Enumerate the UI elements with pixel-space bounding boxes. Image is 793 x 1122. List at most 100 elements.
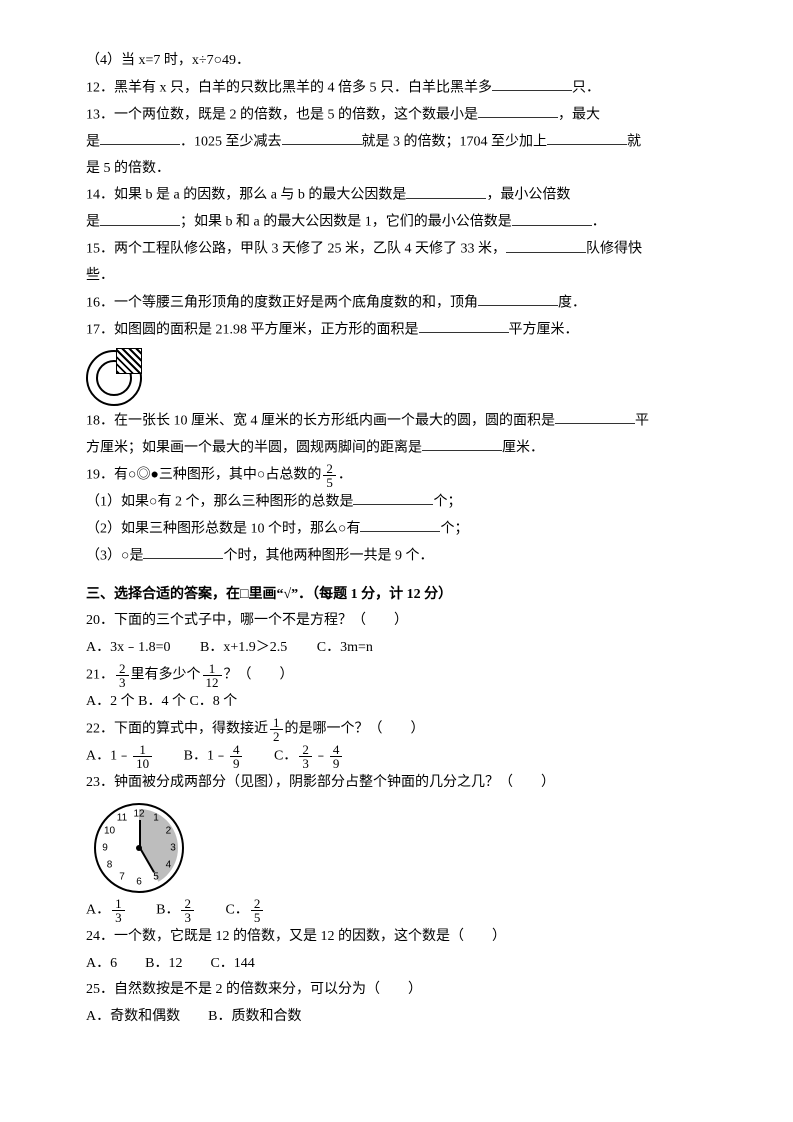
clock-num: 1 xyxy=(153,809,159,828)
q17-square xyxy=(116,348,142,374)
q13a-tail: ，最大 xyxy=(558,107,600,122)
q14b-mid: ；如果 b 和 a 的最大公因数是 1，它们的最小公倍数是 xyxy=(180,215,512,230)
q21-tail: ？（ ） xyxy=(224,667,294,682)
q20-opt-a[interactable]: A．3x﹣1.8=0 xyxy=(86,635,171,662)
q12-text: 12．黑羊有 x 只，白羊的只数比黑羊的 4 倍多 5 只．白羊比黑羊多 xyxy=(86,80,492,95)
frac-2-3: 23 xyxy=(116,662,129,689)
q23-clock: 121234567891011 xyxy=(94,803,184,893)
frac-2-5c: 25 xyxy=(251,897,264,924)
q23c-pre: C． xyxy=(225,903,248,918)
q13b-mid2: 就是 3 的倍数；1704 至少加上 xyxy=(362,134,548,149)
q19-3a: （3）○是 xyxy=(86,548,143,563)
q14-blank1[interactable] xyxy=(406,182,486,198)
q19-3b: 个时，其他两种图形一共是 9 个． xyxy=(223,548,433,563)
frac-4-9b: 49 xyxy=(330,743,343,770)
q13-line2: 是．1025 至少减去就是 3 的倍数；1704 至少加上就 xyxy=(86,129,717,156)
q19a-pre: 19．有○◎●三种图形，其中○占总数的 xyxy=(86,467,321,482)
q22c-mid: ﹣ xyxy=(314,749,328,764)
q15a: 15．两个工程队修公路，甲队 3 天修了 25 米，乙队 4 天修了 33 米， xyxy=(86,242,506,257)
q16: 16．一个等腰三角形顶角的度数正好是两个底角度数的和，顶角 度． xyxy=(86,290,717,317)
q14a: 14．如果 b 是 a 的因数，那么 a 与 b 的最大公因数是 xyxy=(86,188,406,203)
q22-opt-b[interactable]: B．1﹣49 xyxy=(184,743,245,770)
q19-blank2[interactable] xyxy=(360,516,440,532)
q17-blank[interactable] xyxy=(419,317,509,333)
section-3-title: 三、选择合适的答案，在□里画“√”．（每题 1 分，计 12 分） xyxy=(86,582,717,609)
q13b-tail: 就 xyxy=(627,134,641,149)
q20-options: A．3x﹣1.8=0 B．x+1.9＞2.5 C．3m=n xyxy=(86,635,717,662)
q14-blank3[interactable] xyxy=(512,209,592,225)
q17a-tail: 平方厘米． xyxy=(509,322,579,337)
q19-1: （1）如果○有 2 个，那么三种图形的总数是个； xyxy=(86,489,717,516)
q13-blank4[interactable] xyxy=(547,129,627,145)
q17: 17．如图圆的面积是 21.98 平方厘米，正方形的面积是 平方厘米． xyxy=(86,317,717,344)
q23b-pre: B． xyxy=(156,903,179,918)
q23a-pre: A． xyxy=(86,903,110,918)
frac-1-3: 13 xyxy=(112,897,125,924)
q13a: 13．一个两位数，既是 2 的倍数，也是 5 的倍数，这个数最小是 xyxy=(86,107,478,122)
q12-blank[interactable] xyxy=(492,75,572,91)
q22c-pre: C． xyxy=(274,749,297,764)
q22-pre: 22．下面的算式中，得数接近 xyxy=(86,721,268,736)
q13-blank2[interactable] xyxy=(100,129,180,145)
frac-2-3c: 23 xyxy=(181,897,194,924)
frac-1-2: 12 xyxy=(270,716,283,743)
q13-line1: 13．一个两位数，既是 2 的倍数，也是 5 的倍数，这个数最小是 ，最大 xyxy=(86,102,717,129)
q19-1b: 个； xyxy=(433,494,461,509)
q22-opt-a[interactable]: A．1﹣110 xyxy=(86,743,154,770)
clock-hand xyxy=(139,820,141,848)
q22-tail: 的是哪一个？（ ） xyxy=(285,721,425,736)
q23-opt-b[interactable]: B．23 xyxy=(156,897,196,924)
q22-options: A．1﹣110 B．1﹣49 C．23﹣49 xyxy=(86,743,717,770)
q13b-pre: 是 xyxy=(86,134,100,149)
clock-num: 4 xyxy=(166,855,172,874)
q17a: 17．如图圆的面积是 21.98 平方厘米，正方形的面积是 xyxy=(86,322,419,337)
q18-blank2[interactable] xyxy=(422,435,502,451)
q11-4: （4）当 x=7 时，x÷7○49． xyxy=(86,48,717,75)
q18a: 18．在一张长 10 厘米、宽 4 厘米的长方形纸内画一个最大的圆，圆的面积是 xyxy=(86,413,555,428)
frac-2-3b: 23 xyxy=(299,743,312,770)
q21-pre: 21． xyxy=(86,667,114,682)
q14b-pre: 是 xyxy=(86,215,100,230)
frac-2-5: 25 xyxy=(323,462,336,489)
q18a-tail: 平 xyxy=(635,413,649,428)
q20-opt-b[interactable]: B．x+1.9＞2.5 xyxy=(200,635,287,662)
clock-num: 11 xyxy=(117,809,127,828)
q25-options[interactable]: A．奇数和偶数 B．质数和合数 xyxy=(86,1004,717,1031)
q23-opt-c[interactable]: C．25 xyxy=(225,897,265,924)
frac-1-12: 112 xyxy=(203,662,222,689)
q21-options[interactable]: A．2 个 B．4 个 C．8 个 xyxy=(86,689,717,716)
q23-opt-a[interactable]: A．13 xyxy=(86,897,127,924)
q16a: 16．一个等腰三角形顶角的度数正好是两个底角度数的和，顶角 xyxy=(86,295,478,310)
q23-options: A．13 B．23 C．25 xyxy=(86,897,717,924)
q19-2: （2）如果三种图形总数是 10 个时，那么○有 个； xyxy=(86,516,717,543)
q19-2b: 个； xyxy=(440,521,468,536)
q14-line2: 是；如果 b 和 a 的最大公因数是 1，它们的最小公倍数是． xyxy=(86,209,717,236)
q19-blank1[interactable] xyxy=(353,489,433,505)
q18-blank1[interactable] xyxy=(555,408,635,424)
clock-num: 8 xyxy=(107,855,113,874)
q17-figure xyxy=(86,348,146,402)
clock-num: 6 xyxy=(136,872,142,891)
q13-blank3[interactable] xyxy=(282,129,362,145)
q12-tail: 只． xyxy=(572,80,600,95)
q14-blank2[interactable] xyxy=(100,209,180,225)
q15-line2: 些． xyxy=(86,263,717,290)
frac-4-9: 49 xyxy=(230,743,243,770)
q16a-tail: 度． xyxy=(558,295,586,310)
q15-blank[interactable] xyxy=(506,236,586,252)
q13-blank1[interactable] xyxy=(478,102,558,118)
q19a-tail: ． xyxy=(338,467,352,482)
q18-line1: 18．在一张长 10 厘米、宽 4 厘米的长方形纸内画一个最大的圆，圆的面积是 平 xyxy=(86,408,717,435)
q19-3: （3）○是 个时，其他两种图形一共是 9 个． xyxy=(86,543,717,570)
q13-line3: 是 5 的倍数． xyxy=(86,156,717,183)
q20-opt-c[interactable]: C．3m=n xyxy=(317,635,373,662)
q24-options[interactable]: A．6 B．12 C．144 xyxy=(86,951,717,978)
q18-line2: 方厘米；如果画一个最大的半圆，圆规两脚间的距离是厘米． xyxy=(86,435,717,462)
q15-line1: 15．两个工程队修公路，甲队 3 天修了 25 米，乙队 4 天修了 33 米，… xyxy=(86,236,717,263)
q19-blank3[interactable] xyxy=(143,543,223,559)
q18b-tail: 厘米． xyxy=(502,440,544,455)
q19-2a: （2）如果三种图形总数是 10 个时，那么○有 xyxy=(86,521,360,536)
clock-num: 7 xyxy=(119,868,125,887)
q22-opt-c[interactable]: C．23﹣49 xyxy=(274,743,344,770)
q16-blank[interactable] xyxy=(478,290,558,306)
